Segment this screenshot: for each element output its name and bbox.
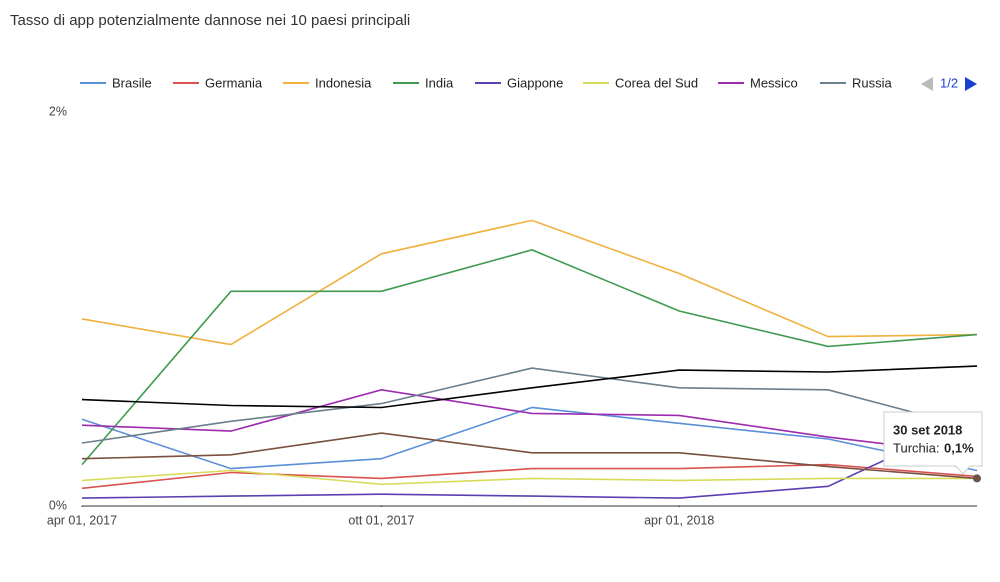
legend-label: Germania (205, 75, 263, 90)
y-tick-label: 0% (49, 498, 67, 512)
y-tick-label: 2% (49, 104, 67, 118)
tooltip-point (973, 474, 981, 483)
tooltip-title: 30 set 2018 (893, 422, 962, 437)
legend-label: Giappone (507, 75, 563, 90)
series-line (81, 249, 978, 466)
legend-next[interactable] (965, 77, 977, 91)
series-line (81, 463, 978, 490)
x-tick-label: ott 01, 2017 (348, 513, 414, 527)
series-line (81, 219, 978, 346)
x-tick-label: apr 01, 2018 (644, 513, 714, 527)
legend-page: 1/2 (940, 75, 958, 90)
tooltip-value: 0,1% (944, 440, 974, 455)
legend-label: Russia (852, 75, 893, 90)
chart-title: Tasso di app potenzialmente dannose nei … (10, 12, 410, 29)
legend-label: Indonesia (315, 75, 372, 90)
legend-label: Brasile (112, 75, 152, 90)
legend-label: India (425, 75, 454, 90)
legend-label: Corea del Sud (615, 75, 698, 90)
series-line (81, 388, 978, 456)
legend-prev[interactable] (921, 77, 933, 91)
series-line (81, 406, 978, 472)
series-line (81, 367, 978, 444)
series-line (81, 469, 977, 486)
x-tick-label: apr 01, 2017 (47, 513, 117, 527)
tooltip-label: Turchia: (893, 440, 939, 455)
series-line (81, 365, 978, 409)
tooltip-box (883, 411, 983, 475)
series-line (81, 416, 978, 499)
series-line (81, 432, 978, 480)
legend-label: Messico (750, 75, 798, 90)
